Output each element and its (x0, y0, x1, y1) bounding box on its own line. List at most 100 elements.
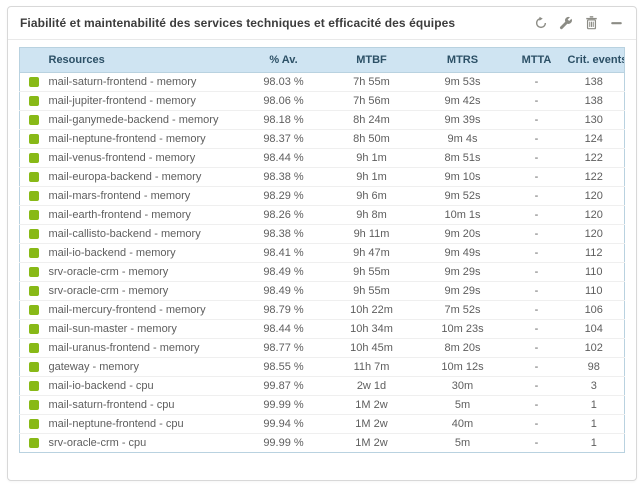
resource-name: mail-neptune-frontend - memory (48, 129, 240, 149)
mtbf-value: 9h 1m (327, 167, 416, 187)
refresh-button[interactable] (533, 15, 549, 31)
table-row[interactable]: mail-neptune-frontend - cpu 99.94 % 1M 2w 4… (19, 414, 625, 434)
widget-body: Resources % Av. MTBF MTRS MTTA Crit. eve… (8, 40, 636, 460)
mtrs-value: 9m 29s (415, 262, 510, 282)
av-value: 98.77 % (239, 338, 328, 358)
status-ok-icon (29, 267, 40, 278)
status-cell (19, 110, 49, 130)
table-row[interactable]: mail-mars-frontend - memory 98.29 % 9h 6m 9… (19, 186, 625, 206)
table-row[interactable]: mail-neptune-frontend - memory 98.37 % 8h … (19, 129, 625, 149)
delete-button[interactable] (583, 15, 599, 31)
status-ok-icon (29, 438, 40, 449)
table-row[interactable]: srv-oracle-crm - cpu 99.99 % 1M 2w 5m - 1 (20, 434, 625, 453)
mtta-value: - (509, 167, 564, 187)
table-row[interactable]: gateway - memory 98.55 % 11h 7m 10m 12s -98 (19, 357, 625, 377)
status-cell (19, 186, 49, 206)
table-row[interactable]: mail-jupiter-frontend - memory 98.06 % 7h … (19, 91, 625, 111)
table-row[interactable]: mail-europa-backend - memory 98.38 % 9h 1m… (19, 167, 625, 187)
configure-button[interactable] (558, 15, 574, 31)
table-row[interactable]: mail-io-backend - memory 98.41 % 9h 47m 9m … (19, 243, 625, 263)
av-value: 98.06 % (239, 91, 328, 111)
minimize-button[interactable] (608, 15, 624, 31)
status-ok-icon (29, 96, 40, 107)
av-value: 98.18 % (239, 110, 328, 130)
av-value: 98.44 % (239, 148, 328, 168)
mtbf-value: 10h 45m (327, 338, 416, 358)
mtrs-value: 10m 1s (415, 205, 510, 225)
av-value: 98.41 % (239, 243, 328, 263)
crit-value: 120 (563, 186, 625, 206)
crit-value: 1 (563, 414, 625, 434)
resource-name: srv-oracle-crm - memory (48, 281, 240, 301)
mtta-value: - (509, 414, 564, 434)
av-value: 98.38 % (239, 167, 328, 187)
table-row[interactable]: mail-ganymede-backend - memory 98.18 % 8h … (19, 110, 625, 130)
mtrs-value: 5m (415, 395, 510, 415)
mtrs-value: 9m 4s (415, 129, 510, 149)
table-row[interactable]: mail-uranus-frontend - memory 98.77 % 10h … (19, 338, 625, 358)
status-cell (19, 129, 49, 149)
table-row[interactable]: mail-sun-master - memory 98.44 % 10h 34m 10… (19, 319, 625, 339)
widget-header: Fiabilité et maintenabilité des services… (8, 7, 636, 40)
resource-name: mail-neptune-frontend - cpu (48, 414, 240, 434)
av-value: 98.03 % (239, 72, 328, 92)
table-row[interactable]: srv-oracle-crm - memory 98.49 % 9h 55m 9m 2… (19, 281, 625, 301)
status-cell (19, 414, 49, 434)
av-value: 98.49 % (239, 281, 328, 301)
table-row[interactable]: srv-oracle-crm - memory 98.49 % 9h 55m 9m 2… (19, 262, 625, 282)
mtta-value: - (509, 319, 564, 339)
table-row[interactable]: mail-venus-frontend - memory 98.44 % 9h 1m… (19, 148, 625, 168)
table-row[interactable]: mail-saturn-frontend - cpu 99.99 % 1M 2w 5m… (19, 395, 625, 415)
table-row[interactable]: mail-callisto-backend - memory 98.38 % 9h … (19, 224, 625, 244)
mtta-value: - (509, 376, 564, 396)
av-value: 99.99 % (239, 395, 328, 415)
status-ok-icon (29, 324, 40, 335)
status-cell (19, 338, 49, 358)
table-row[interactable]: mail-io-backend - cpu 99.87 % 2w 1d 30m -3 (19, 376, 625, 396)
mtbf-value: 7h 55m (327, 72, 416, 92)
status-cell (19, 262, 49, 282)
mtta-value: - (509, 148, 564, 168)
status-ok-icon (29, 419, 40, 430)
mtbf-value: 9h 55m (327, 262, 416, 282)
status-ok-icon (29, 77, 40, 88)
av-value: 99.99 % (263, 437, 304, 449)
mtrs-value: 9m 10s (415, 167, 510, 187)
table-row[interactable]: mail-saturn-frontend - memory 98.03 % 7h 5… (19, 72, 625, 92)
av-value: 98.79 % (239, 300, 328, 320)
av-value: 98.44 % (239, 319, 328, 339)
resource-name: mail-earth-frontend - memory (48, 205, 240, 225)
mtrs-value: 9m 39s (415, 110, 510, 130)
status-cell (19, 224, 49, 244)
crit-value: 1 (590, 437, 597, 449)
mtrs-value: 9m 53s (415, 72, 510, 92)
table-row[interactable]: mail-earth-frontend - memory 98.26 % 9h 8m… (19, 205, 625, 225)
mtbf-value: 11h 7m (327, 357, 416, 377)
table-row[interactable]: mail-mercury-frontend - memory 98.79 % 10h… (19, 300, 625, 320)
mtrs-value: 9m 20s (415, 224, 510, 244)
mtta-value: - (509, 395, 564, 415)
mtbf-value: 8h 24m (327, 110, 416, 130)
mtbf-value: 1M 2w (327, 395, 416, 415)
col-mtrs: MTRS (415, 47, 510, 73)
av-value: 98.26 % (239, 205, 328, 225)
mtbf-value: 10h 22m (327, 300, 416, 320)
widget-card: Fiabilité et maintenabilité des services… (7, 6, 637, 481)
resource-name: mail-saturn-frontend - cpu (48, 395, 240, 415)
status-ok-icon (29, 134, 40, 145)
mtrs-value: 9m 52s (415, 186, 510, 206)
status-cell (19, 243, 49, 263)
mtrs-value: 9m 49s (415, 243, 510, 263)
av-value: 98.55 % (239, 357, 328, 377)
resource-name: mail-mercury-frontend - memory (48, 300, 240, 320)
crit-value: 124 (563, 129, 625, 149)
mtrs-value: 7m 52s (415, 300, 510, 320)
status-ok-icon (29, 191, 40, 202)
status-cell (19, 91, 49, 111)
status-ok-icon (29, 286, 40, 297)
status-cell (19, 300, 49, 320)
status-ok-icon (29, 153, 40, 164)
col-resources: Resources (48, 47, 240, 73)
crit-value: 122 (563, 148, 625, 168)
resource-name: mail-venus-frontend - memory (48, 148, 240, 168)
